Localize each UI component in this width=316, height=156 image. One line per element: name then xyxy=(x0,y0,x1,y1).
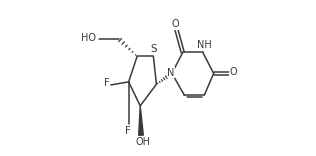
Text: O: O xyxy=(229,67,237,77)
Text: F: F xyxy=(104,78,109,88)
Text: NH: NH xyxy=(197,40,212,50)
Text: S: S xyxy=(151,44,157,54)
Text: O: O xyxy=(171,19,179,29)
Text: HO: HO xyxy=(81,33,96,43)
Text: OH: OH xyxy=(136,137,151,147)
Text: F: F xyxy=(125,126,131,136)
Polygon shape xyxy=(139,106,143,135)
Text: N: N xyxy=(167,68,174,78)
